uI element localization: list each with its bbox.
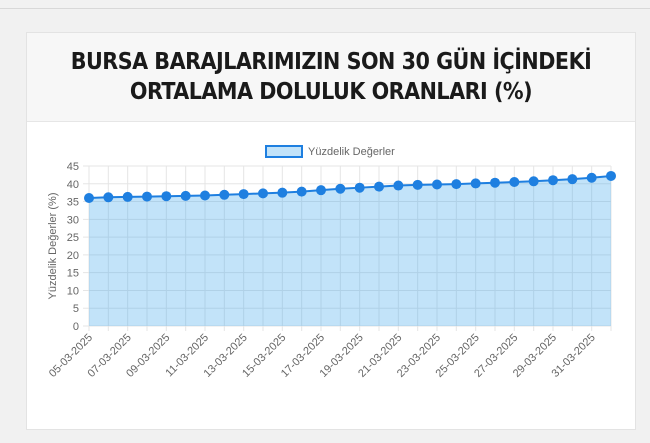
point: [142, 191, 152, 202]
y-tick-label: 40: [67, 179, 79, 191]
y-tick-label: 5: [73, 303, 79, 315]
point: [238, 189, 249, 200]
point: [567, 174, 578, 185]
point: [84, 193, 94, 203]
point: [451, 179, 462, 190]
point: [470, 178, 481, 189]
y-tick-label: 25: [67, 232, 79, 244]
point: [219, 189, 230, 200]
point: [180, 190, 191, 201]
line: [88, 174, 612, 199]
y-tick-label: 0: [73, 321, 79, 333]
point: [200, 190, 210, 201]
title-line: ORTALAMA DOLULUK ORANLARI (%): [129, 79, 533, 105]
card-header: BURSA BARAJLARIMIZIN SON 30 GÜN İÇİNDEKİ…: [27, 33, 635, 122]
y-tick-label: 20: [67, 250, 79, 262]
y-tick-label: 15: [67, 268, 79, 280]
y-tick-label: 35: [67, 197, 79, 209]
legend-label: Yüzdelik Değerler: [308, 146, 395, 158]
legend-swatch: [265, 145, 303, 158]
title-line: BURSA BARAJLARIMIZIN SON 30 GÜN İÇİNDEKİ: [70, 49, 592, 75]
y-tick-label: 10: [67, 285, 79, 297]
point: [606, 170, 616, 181]
point: [122, 191, 133, 202]
point: [548, 175, 558, 186]
y-tick-label: 45: [67, 161, 79, 173]
point: [277, 187, 288, 198]
point: [335, 183, 346, 194]
point: [586, 172, 597, 183]
top-bar: [0, 0, 650, 9]
point: [412, 179, 423, 190]
area: [89, 175, 611, 326]
point: [296, 186, 307, 197]
point: [316, 185, 326, 196]
point: [393, 180, 404, 191]
point: [103, 192, 114, 203]
point: [258, 188, 268, 199]
point: [528, 176, 539, 187]
point: [161, 191, 172, 202]
point: [490, 177, 500, 188]
y-axis-label: Yüzdelik Değerler (%): [47, 193, 59, 300]
y-tick-label: 30: [67, 214, 79, 226]
point: [374, 181, 384, 192]
point: [509, 177, 520, 187]
point: [432, 179, 442, 190]
point: [354, 182, 365, 193]
